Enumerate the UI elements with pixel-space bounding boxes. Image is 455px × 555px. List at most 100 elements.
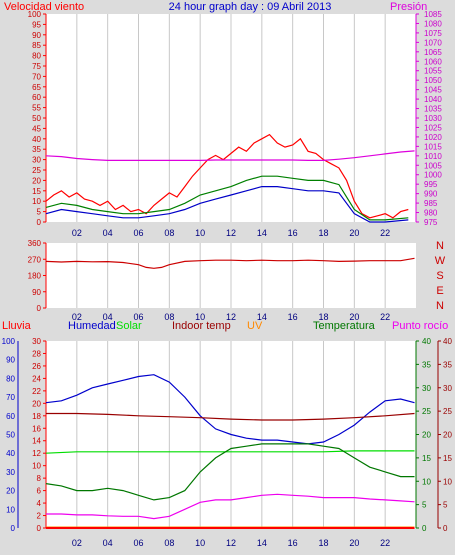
direction-series (45, 257, 415, 269)
compass-n: N (436, 300, 444, 312)
pressure-axis-label: 1085 (424, 10, 442, 19)
pressure-axis: 9759809859909951000100510101015102010251… (415, 10, 442, 227)
uv-label: UV (247, 320, 263, 332)
temp-axis-label: 40 (422, 337, 431, 346)
pressure-axis-label: 980 (424, 209, 438, 218)
series-punto-rocío (46, 493, 415, 520)
temp-x-tick-label: 14 (257, 538, 267, 548)
wind-axis-label: 60 (32, 93, 41, 102)
pressure-axis-label: 1050 (424, 76, 442, 85)
temp-x-tick-label: 06 (133, 538, 143, 548)
wind-x-tick-label: 04 (103, 228, 113, 238)
compass-w: W (435, 255, 446, 267)
temp-x-tick-label: 18 (318, 538, 328, 548)
direction-x-tick-label: 14 (257, 312, 267, 322)
wind-axis-label: 0 (37, 218, 42, 227)
wind-axis-label: 65 (32, 83, 41, 92)
direction-x-tick-label: 02 (72, 312, 82, 322)
wind-x-tick-label: 10 (195, 228, 205, 238)
series-indoor-temp (46, 412, 415, 421)
rain-axis-label: 14 (32, 437, 41, 446)
pressure-axis-label: 1030 (424, 114, 442, 123)
wind-x-tick-label: 14 (257, 228, 267, 238)
humidity-axis: 0 10 20 30 40 50 60 70 80 90 100 (2, 337, 19, 533)
temp-axis-label: 25 (422, 407, 431, 416)
temp-axis-label: 5 (422, 501, 427, 510)
wind-x-tick-label: 12 (226, 228, 236, 238)
temp-x-tick-label: 12 (226, 538, 236, 548)
wind-x-tick-label: 18 (318, 228, 328, 238)
pressure-axis-label: 1075 (424, 29, 442, 38)
pressure-axis-label: 1070 (424, 38, 442, 47)
wind-x-tick-label: 16 (288, 228, 298, 238)
temp-x-axis: 02 04 06 08 10 12 14 16 18 20 22 (72, 538, 390, 548)
pressure-axis-label: 1055 (424, 67, 442, 76)
wind-axis-label: 5 (37, 208, 42, 217)
temp-x-tick-label: 08 (164, 538, 174, 548)
temp-x-tick-label: 10 (195, 538, 205, 548)
wind-axis-label: 70 (32, 72, 41, 81)
dew-axis-label: 15 (443, 454, 452, 463)
rain-axis-label: 18 (32, 412, 41, 421)
temp-axis-label: 35 (422, 360, 431, 369)
direction-x-tick-label: 10 (195, 312, 205, 322)
temp-axis-label: 30 (422, 384, 431, 393)
wind-axis-label: 10 (32, 197, 41, 206)
direction-x-tick-label: 20 (349, 312, 359, 322)
humidity-axis-label: 0 (11, 524, 16, 533)
dew-axis-label: 25 (443, 407, 452, 416)
direction-x-tick-label: 08 (164, 312, 174, 322)
pressure-axis-label: 985 (424, 199, 438, 208)
series-direction (45, 257, 415, 269)
rain-axis-label: 16 (32, 424, 41, 433)
wind-axis-label: 90 (32, 31, 41, 40)
direction-axis-label: 90 (32, 288, 41, 297)
direction-grid (76, 243, 386, 308)
wind-x-tick-label: 20 (349, 228, 359, 238)
rain-axis-label: 0 (37, 524, 42, 533)
wind-x-axis: 02 04 06 08 10 12 14 16 18 20 22 (72, 228, 390, 238)
direction-axis-label: 270 (28, 255, 42, 264)
direction-axis-label: 0 (37, 304, 42, 313)
wind-axis-label: 55 (32, 104, 41, 113)
solar-label: Solar (116, 320, 142, 332)
pressure-axis-label: 975 (424, 218, 438, 227)
rain-axis-label: 10 (32, 462, 41, 471)
dew-axis-label: 5 (443, 501, 448, 510)
pressure-axis-label: 995 (424, 180, 438, 189)
humidity-axis-label: 40 (6, 449, 15, 458)
dewpoint-axis: 0 5 10 15 20 25 30 35 40 (437, 337, 452, 533)
pressure-axis-label: 1015 (424, 142, 442, 151)
rain-axis-label: 24 (32, 374, 41, 383)
direction-axis: 0 90 180 270 360 (28, 239, 47, 313)
pressure-axis-label: 1040 (424, 95, 442, 104)
wind-series (45, 133, 415, 223)
humidity-axis-label: 10 (6, 505, 15, 514)
wind-axis-label: 80 (32, 52, 41, 61)
wind-axis-label: 20 (32, 176, 41, 185)
temp-x-tick-label: 22 (380, 538, 390, 548)
pressure-axis-label: 1080 (424, 19, 442, 28)
dewpoint-label: Punto rocío (392, 320, 448, 332)
compass-n: N (436, 240, 444, 252)
dew-axis-label: 20 (443, 431, 452, 440)
pressure-axis-label: 1000 (424, 171, 442, 180)
humidity-axis-label: 60 (6, 412, 15, 421)
wind-pressure-panel: 0510152025303540455055606570758085909510… (28, 10, 443, 238)
wind-x-tick-label: 08 (164, 228, 174, 238)
rain-axis-label: 28 (32, 349, 41, 358)
rain-axis-label: 8 (37, 474, 42, 483)
rain-axis-label: 4 (37, 499, 42, 508)
wind-x-tick-label: 02 (72, 228, 82, 238)
pressure-axis-label: 1065 (424, 48, 442, 57)
direction-x-axis: 02 04 06 08 10 12 14 16 18 20 22 (72, 312, 390, 322)
temp-x-tick-label: 16 (288, 538, 298, 548)
temp-x-tick-label: 02 (72, 538, 82, 548)
wind-x-tick-label: 22 (380, 228, 390, 238)
temp-axis-label: 0 (422, 524, 427, 533)
temp-series (45, 374, 415, 529)
wind-axis-label: 45 (32, 124, 41, 133)
direction-x-tick-label: 16 (288, 312, 298, 322)
